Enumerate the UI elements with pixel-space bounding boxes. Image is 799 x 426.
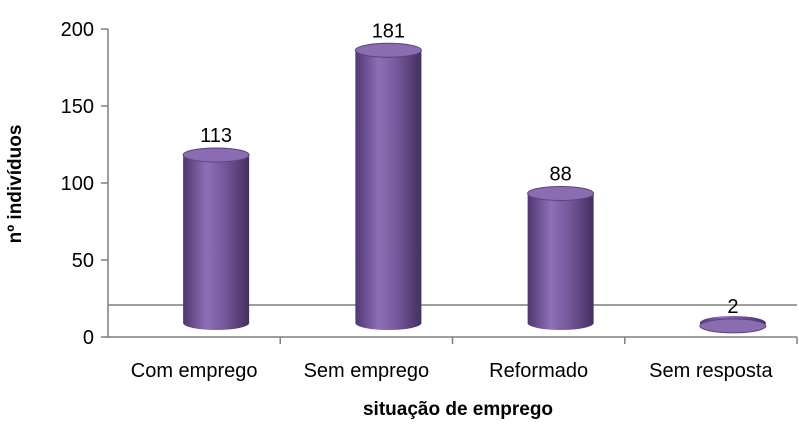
data-label: 2	[727, 296, 738, 318]
bar-top	[527, 185, 595, 201]
data-label: 113	[200, 125, 232, 147]
x-category-label: Reformado	[489, 360, 588, 382]
bar-base	[527, 316, 594, 330]
bar-body	[527, 193, 594, 323]
y-tick-label: 100	[61, 173, 94, 195]
x-category-label: Sem emprego	[304, 360, 430, 382]
x-category-label: Com emprego	[131, 360, 258, 382]
bar-top	[699, 318, 767, 334]
y-tick-label: 150	[61, 96, 94, 118]
y-axis-title: nº indivíduos	[5, 125, 26, 244]
y-tick-label: 0	[83, 327, 94, 349]
data-label: 181	[372, 20, 405, 42]
bar-body	[183, 154, 250, 323]
bar-top	[182, 147, 250, 163]
x-category-label: Sem resposta	[649, 360, 773, 382]
bar-top	[354, 42, 422, 58]
bar	[182, 147, 250, 330]
bar	[699, 316, 767, 334]
data-label: 88	[550, 163, 572, 185]
bar-body	[355, 50, 422, 323]
y-tick-label: 200	[61, 19, 94, 41]
y-tick-label: 50	[72, 250, 94, 272]
bar-base	[355, 316, 422, 330]
x-axis-title: situação de emprego	[363, 399, 553, 420]
bar	[354, 42, 422, 330]
bar-base	[183, 316, 250, 330]
bar	[527, 185, 595, 330]
